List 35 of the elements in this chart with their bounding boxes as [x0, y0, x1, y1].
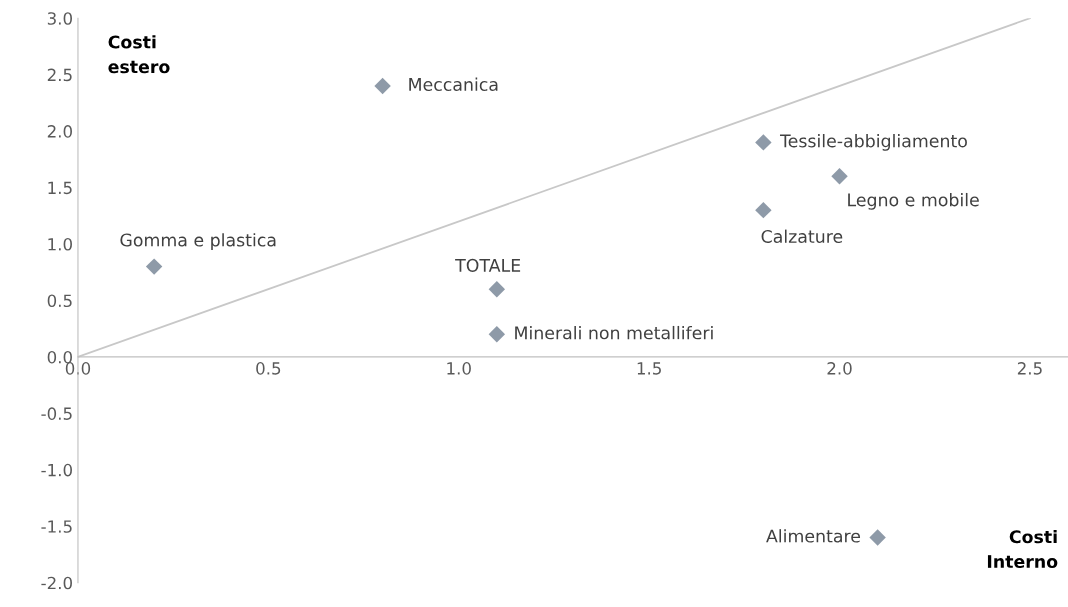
x-tick-label: 2.5 — [1017, 362, 1042, 375]
annotation: TOTALE — [455, 258, 521, 272]
y-tick-label: 1.0 — [48, 237, 72, 251]
y-tick-label: -2.0 — [41, 576, 72, 590]
x-tick-label: 1.5 — [637, 362, 661, 375]
point — [831, 168, 848, 185]
annotation: Meccanica — [409, 77, 498, 91]
x-tick-label: 0.5 — [256, 362, 281, 375]
point — [488, 280, 506, 298]
annotation: Costi Interno — [987, 529, 1058, 569]
annotation: Tessile-abbigliamento — [779, 134, 967, 151]
annotation: Alimentare — [766, 529, 861, 543]
y-tick-label: -1.0 — [41, 463, 72, 477]
y-tick-label: 1.5 — [48, 181, 72, 195]
y-tick-label: 2.5 — [47, 68, 72, 82]
y-tick-label: 0.5 — [47, 294, 72, 308]
point — [374, 77, 391, 95]
y-tick-label: 2.0 — [47, 125, 72, 138]
point — [869, 529, 886, 546]
annotation: Calzature — [761, 229, 843, 244]
x-tick-label: 1.0 — [447, 362, 471, 375]
annotation: Minerali non metalliferi — [515, 325, 713, 340]
point — [488, 326, 506, 343]
x-tick-label: 2.0 — [827, 362, 852, 375]
annotation: Costi estero — [108, 35, 170, 74]
x-tick-label: 0.0 — [65, 362, 91, 375]
y-tick-label: 0.0 — [47, 350, 72, 364]
y-tick-label: -1.5 — [41, 520, 72, 533]
point — [145, 258, 163, 275]
y-tick-label: -0.5 — [41, 407, 72, 420]
point — [755, 134, 772, 151]
y-tick-label: 3.0 — [47, 12, 72, 25]
point — [755, 201, 772, 219]
annotation: Gomma e plastica — [120, 233, 276, 250]
annotation: Legno e mobile — [848, 192, 979, 210]
